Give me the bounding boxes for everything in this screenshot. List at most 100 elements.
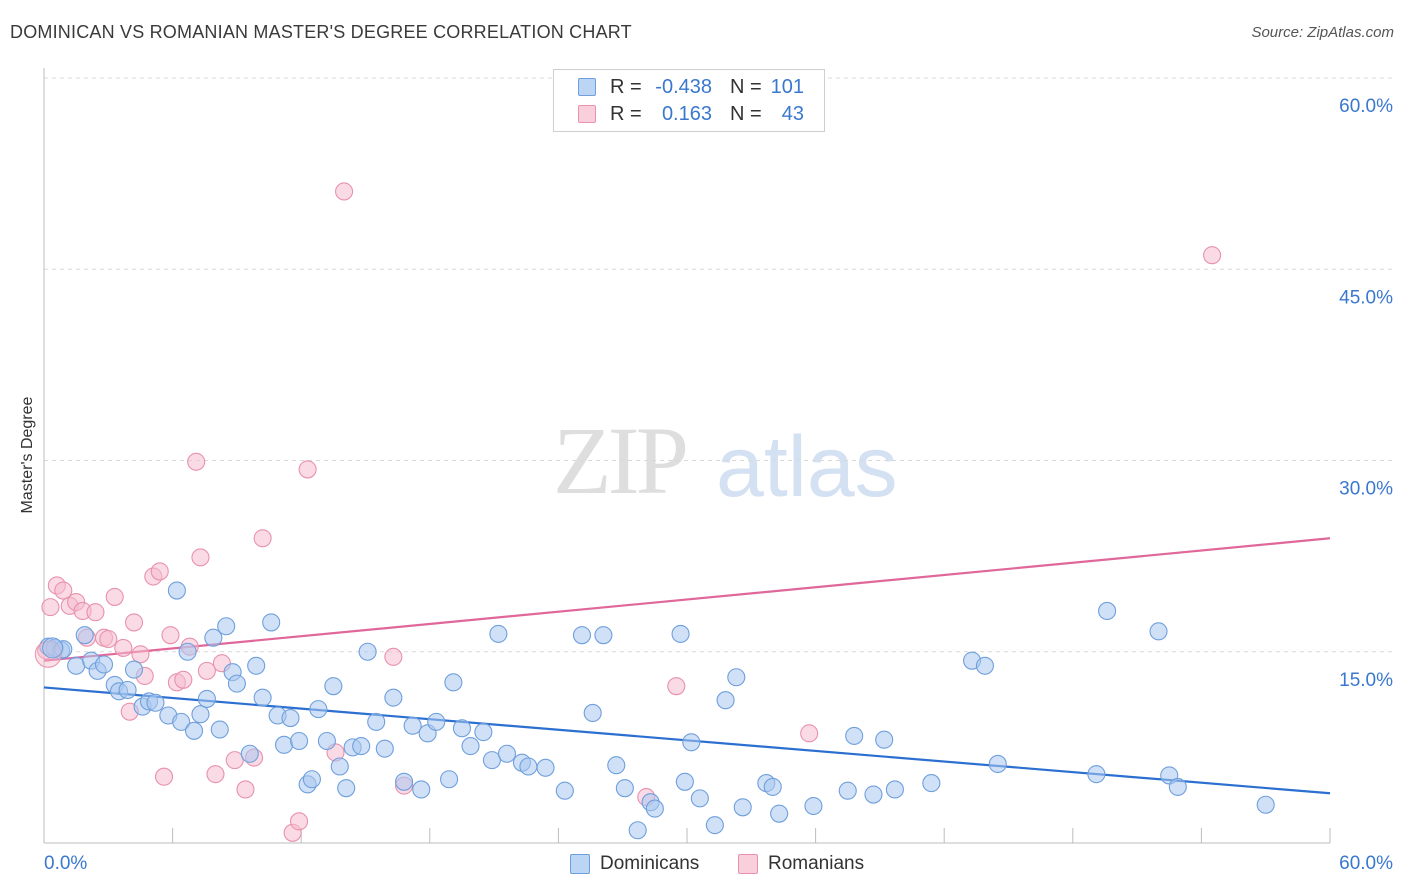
romanian-point: [86, 603, 105, 622]
romanian-point: [800, 724, 819, 743]
dominican-point: [555, 781, 574, 800]
dominicans-legend-swatch: [570, 854, 590, 874]
dominican-point: [474, 723, 493, 742]
watermark-atlas: atlas: [716, 419, 898, 515]
romanians-swatch: [578, 105, 596, 123]
dominican-point: [178, 642, 197, 661]
n-value: 43: [781, 102, 804, 125]
dominican-point: [275, 735, 294, 754]
n-label: N =: [730, 75, 762, 98]
r-value: -0.438: [655, 75, 712, 98]
romanian-point: [187, 452, 206, 471]
romanian-point: [124, 613, 144, 632]
dominican-point: [324, 677, 343, 696]
dominican-point: [317, 731, 336, 751]
dominican-point: [191, 705, 210, 724]
dominican-point: [375, 739, 394, 758]
romanian-point: [105, 587, 124, 606]
romanian-point: [667, 677, 686, 696]
dominican-point: [240, 744, 259, 763]
dominican-point: [1087, 765, 1106, 784]
dominican-point: [497, 744, 517, 763]
dominican-point: [197, 689, 216, 708]
dominican-point: [67, 656, 86, 675]
dominican-point: [690, 789, 709, 808]
dominican-point: [302, 770, 321, 789]
romanian-point: [161, 626, 180, 645]
dominican-point: [330, 757, 349, 776]
romanian-point: [206, 765, 225, 784]
dominican-point: [885, 780, 904, 799]
romanian-point: [114, 638, 133, 657]
dominican-point: [75, 626, 94, 645]
dominican-point: [804, 796, 823, 816]
dominican-point: [705, 816, 724, 835]
legend-item-romanians: Romanians: [738, 852, 864, 876]
dominican-point: [682, 733, 701, 752]
dominican-point: [395, 772, 414, 791]
tick-labels: 15.0% 30.0% 45.0% 60.0% 0.0% 60.0%: [44, 96, 1393, 874]
dominican-point: [94, 655, 114, 674]
y-tick-label: 60.0%: [1339, 96, 1393, 117]
dominican-point: [124, 660, 144, 679]
dominican-point: [1098, 601, 1117, 621]
n-label: N =: [730, 102, 762, 125]
dominican-point: [583, 703, 602, 723]
romanian-point: [154, 767, 174, 786]
dominican-point: [337, 779, 356, 798]
dominican-point: [461, 737, 480, 756]
dominican-point: [452, 719, 472, 738]
dominican-point: [572, 626, 592, 645]
romanian-point: [298, 460, 317, 479]
dominican-point: [204, 628, 223, 647]
romanians-legend-label: Romanians: [768, 853, 865, 874]
romanian-point: [191, 548, 210, 567]
romanians-legend-swatch: [738, 854, 758, 874]
dominicans-swatch: [578, 78, 596, 96]
dominican-point: [358, 642, 377, 661]
dominican-point: [519, 757, 538, 776]
gridlines: [44, 77, 1394, 653]
dominican-point: [763, 777, 782, 796]
data-points: [34, 182, 1275, 842]
romanian-point: [150, 562, 169, 581]
dominican-point: [217, 617, 236, 636]
romanian-point: [131, 645, 150, 664]
dominican-point: [262, 613, 281, 632]
y-tick-label: 15.0%: [1339, 670, 1393, 691]
dominican-point: [1168, 777, 1187, 796]
legend-item-dominicans: Dominicans: [570, 852, 699, 876]
n-value: 101: [770, 75, 804, 98]
dominican-point: [172, 712, 191, 731]
y-tick-label: 45.0%: [1339, 287, 1393, 308]
dominican-point: [403, 716, 422, 735]
dominican-point: [281, 708, 300, 728]
dominican-point: [247, 656, 266, 675]
dominican-point: [184, 721, 204, 740]
correlation-legend: R = -0.438 N = 101 R = 0.163 N = 43: [553, 69, 825, 132]
dominican-point: [922, 774, 941, 793]
dominican-point: [118, 680, 137, 700]
dominican-point: [671, 624, 690, 643]
dominican-point: [352, 737, 371, 756]
dominican-point: [975, 656, 994, 675]
dominican-point: [384, 688, 403, 707]
romanian-point: [41, 598, 60, 617]
dominican-point: [1149, 622, 1168, 641]
romanian-point: [384, 647, 403, 666]
romanian-trend-line: [43, 537, 1331, 662]
romanian-point: [54, 581, 73, 600]
romanian-point: [335, 182, 354, 201]
dominican-point: [727, 668, 746, 687]
dominican-point: [42, 637, 64, 659]
dominican-point: [253, 688, 272, 707]
dominican-point: [412, 780, 431, 799]
dominican-point: [845, 726, 864, 745]
source-label: Source: ZipAtlas.com: [1251, 24, 1394, 41]
dominican-point: [628, 821, 647, 840]
dominican-point: [227, 674, 246, 693]
dominican-point: [733, 798, 752, 817]
romanian-point: [225, 751, 244, 770]
dominican-point: [146, 693, 165, 712]
